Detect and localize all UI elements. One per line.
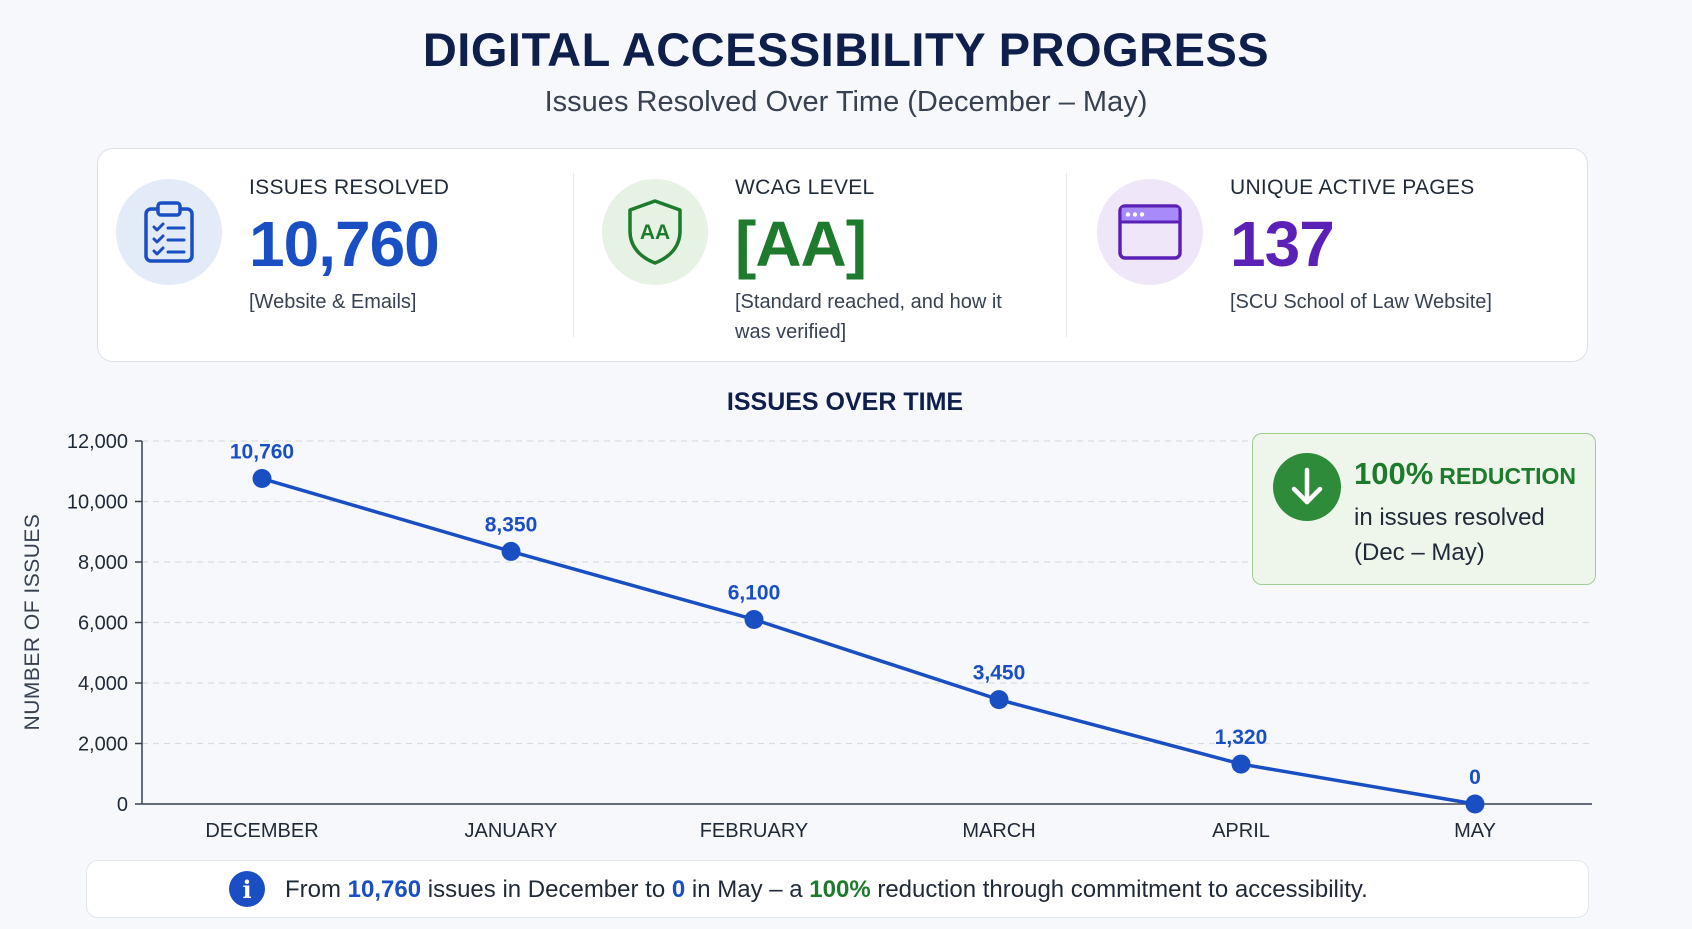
arrow-down-icon xyxy=(1273,453,1341,521)
stat-note: [SCU School of Law Website] xyxy=(1230,291,1492,313)
data-point xyxy=(989,690,1009,710)
footer-text-part: From xyxy=(285,876,348,903)
footer-text-part: reduction through commitment to accessib… xyxy=(870,876,1368,903)
data-point xyxy=(1231,754,1251,774)
callout-line: (Dec – May) xyxy=(1354,539,1485,566)
data-point xyxy=(1465,794,1485,814)
x-tick-label: DECEMBER xyxy=(205,820,318,842)
data-label: 6,100 xyxy=(728,581,781,604)
data-point xyxy=(501,541,521,561)
stat-divider xyxy=(1066,173,1067,337)
x-tick-label: MAY xyxy=(1454,820,1496,842)
stat-value: 137 xyxy=(1230,208,1335,280)
callout-text: in issues resolved (Dec – May) xyxy=(1354,500,1545,570)
stat-note: [Standard reached, and how it was verifi… xyxy=(735,291,1002,343)
footer-text: From 10,760 issues in December to 0 in M… xyxy=(285,876,1368,904)
x-tick-label: JANUARY xyxy=(465,820,558,842)
page-title: DIGITAL ACCESSIBILITY PROGRESS xyxy=(422,23,1270,76)
info-icon: i xyxy=(229,871,265,907)
y-tick-label: 0 xyxy=(117,794,128,816)
summary-footer: i From 10,760 issues in December to 0 in… xyxy=(86,860,1589,918)
browser-window-icon xyxy=(1097,179,1203,285)
y-tick-label: 4,000 xyxy=(78,673,128,695)
y-tick-label: 6,000 xyxy=(78,613,128,635)
footer-value-start: 10,760 xyxy=(347,876,422,903)
reduction-callout: 100% REDUCTION in issues resolved (Dec – … xyxy=(1252,433,1596,585)
stat-note: [Website & Emails] xyxy=(249,291,417,313)
y-tick-label: 8,000 xyxy=(78,552,128,574)
stat-label: WCAG LEVEL xyxy=(735,176,875,199)
callout-heading: 100% REDUCTION xyxy=(1354,456,1576,492)
footer-value-percent: 100% xyxy=(809,876,871,903)
footer-text-part: issues in December to xyxy=(421,876,672,903)
stats-panel: ISSUES RESOLVED 10,760 [Website & Emails… xyxy=(97,148,1588,362)
stat-label: UNIQUE ACTIVE PAGES xyxy=(1230,176,1475,199)
data-label: 1,320 xyxy=(1215,726,1268,749)
data-label: 3,450 xyxy=(973,662,1026,685)
stat-divider xyxy=(573,173,574,337)
callout-percent: 100% xyxy=(1354,456,1434,491)
shield-badge-text: AA xyxy=(640,221,670,244)
series-line xyxy=(261,476,1476,806)
footer-text-part: in May – a xyxy=(685,876,810,903)
chart-title: ISSUES OVER TIME xyxy=(726,388,964,416)
y-tick-label: 2,000 xyxy=(78,734,128,756)
stat-label: ISSUES RESOLVED xyxy=(249,176,450,199)
data-label: 0 xyxy=(1469,766,1481,789)
data-label: 8,350 xyxy=(485,513,538,536)
shield-aa-icon: AA xyxy=(602,179,708,285)
x-tick-label: FEBRUARY xyxy=(700,820,809,842)
x-tick-label: APRIL xyxy=(1212,820,1270,842)
clipboard-checklist-icon xyxy=(116,179,222,285)
stat-value: 10,760 xyxy=(249,208,440,280)
footer-value-end: 0 xyxy=(671,876,686,903)
data-point xyxy=(252,469,272,489)
page-subtitle: Issues Resolved Over Time (December – Ma… xyxy=(544,86,1148,118)
callout-word: REDUCTION xyxy=(1439,463,1577,489)
y-axis-title: NUMBER OF ISSUES xyxy=(21,514,44,731)
y-tick-label: 10,000 xyxy=(67,492,128,514)
y-tick-label: 12,000 xyxy=(67,431,128,453)
data-label: 10,760 xyxy=(230,441,294,464)
callout-line: in issues resolved xyxy=(1354,504,1545,531)
data-point xyxy=(744,609,764,629)
stat-value: [AA] xyxy=(735,208,867,280)
x-tick-label: MARCH xyxy=(962,820,1035,842)
